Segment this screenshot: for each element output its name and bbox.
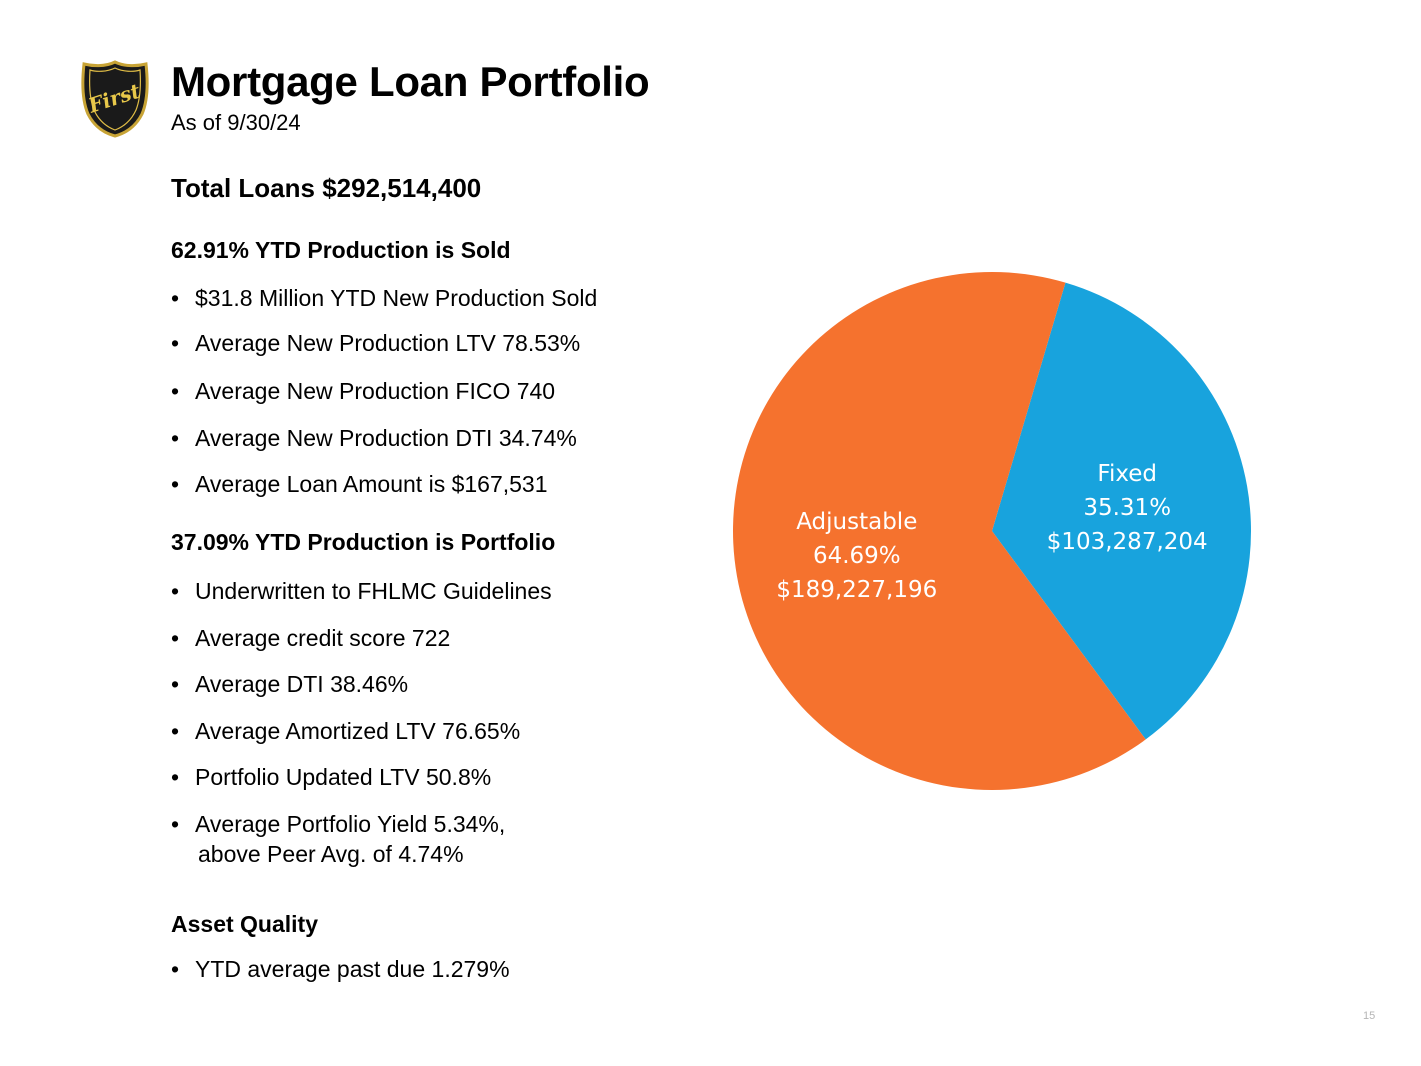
list-item-text: Average Loan Amount is $167,531 (195, 471, 548, 497)
list-item-text: Average New Production FICO 740 (195, 378, 556, 404)
pie-label-adjustable-value: $189,227,196 (776, 577, 937, 603)
list-item-text: Average New Production LTV 78.53% (195, 330, 581, 356)
bullet-icon: • (171, 956, 180, 982)
asset-quality-heading: Asset Quality (171, 911, 318, 937)
pie-label-adjustable-name: Adjustable (796, 509, 917, 535)
bullet-icon: • (171, 471, 180, 497)
bullet-icon: • (171, 330, 180, 356)
pie-label-adjustable-percent: 64.69% (813, 543, 901, 569)
pie-slice-fixed (992, 282, 1251, 740)
pie-label-fixed-name: Fixed (1097, 461, 1157, 487)
list-item-text: Underwritten to FHLMC Guidelines (195, 578, 552, 604)
page-title: Mortgage Loan Portfolio (171, 58, 650, 105)
list-item-text: Average credit score 722 (195, 625, 451, 651)
list-item-text-continued: above Peer Avg. of 4.74% (198, 841, 464, 867)
bullet-icon: • (171, 378, 180, 404)
list-item-text: $31.8 Million YTD New Production Sold (195, 285, 598, 311)
bullet-icon: • (171, 718, 180, 744)
bullet-icon: • (171, 425, 180, 451)
pie-label-fixed-value: $103,287,204 (1047, 529, 1208, 555)
list-item-text: Average DTI 38.46% (195, 671, 409, 697)
pie-label-fixed-percent: 35.31% (1083, 495, 1171, 521)
bullet-icon: • (171, 671, 180, 697)
page-number: 15 (1363, 1010, 1376, 1022)
bullet-icon: • (171, 285, 180, 311)
page-subtitle: As of 9/30/24 (171, 110, 301, 135)
loan-type-pie-chart: Fixed 35.31% $103,287,204 Adjustable 64.69% $… (733, 272, 1251, 790)
sold-heading: 62.91% YTD Production is Sold (171, 237, 511, 263)
portfolio-heading: 37.09% YTD Production is Portfolio (171, 529, 556, 555)
list-item-text: Average New Production DTI 34.74% (195, 425, 577, 451)
total-loans: Total Loans $292,514,400 (171, 173, 482, 203)
list-item-text: Average Amortized LTV 76.65% (195, 718, 521, 744)
list-item-text: Average Portfolio Yield 5.34%, (195, 811, 506, 837)
bullet-icon: • (171, 578, 180, 604)
list-item-text: YTD average past due 1.279% (195, 956, 510, 982)
pie-slice-adjustable (733, 272, 1146, 790)
first-logo-icon: First (81, 60, 149, 138)
bullet-icon: • (171, 811, 180, 837)
list-item-text: Portfolio Updated LTV 50.8% (195, 764, 492, 790)
bullet-icon: • (171, 764, 180, 790)
bullet-icon: • (171, 625, 180, 651)
